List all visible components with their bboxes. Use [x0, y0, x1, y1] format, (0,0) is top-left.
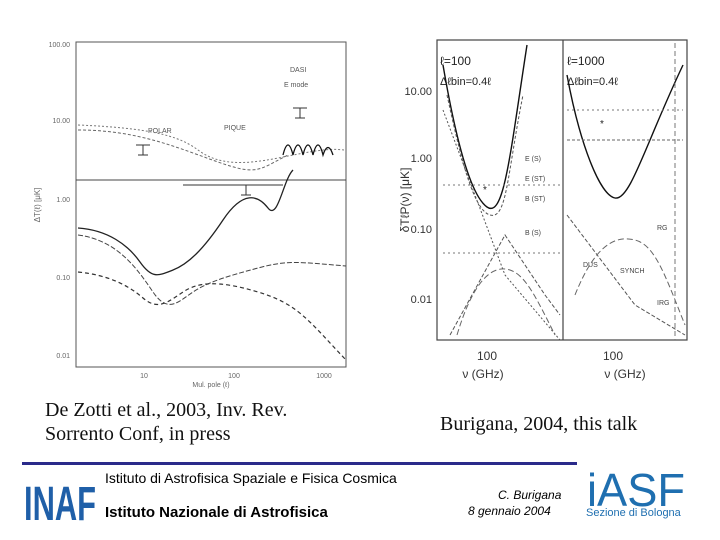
right-xlabel: ν (GHz) — [604, 367, 645, 381]
panel-a-curve — [456, 268, 556, 336]
right-xtick: 100 — [477, 349, 497, 363]
left-ytick: 1.00 — [56, 197, 70, 204]
right-figure: 10.00 1.00 0.10 0.01 δTℓP(ν) [μK] ℓ=100 … — [395, 35, 695, 395]
iasf-section: Sezione di Bologna — [586, 507, 681, 519]
curve-label: SYNCH — [620, 268, 645, 275]
right-plot-svg: 10.00 1.00 0.10 0.01 δTℓP(ν) [μK] ℓ=100 … — [398, 39, 688, 381]
iasf-logo-svg: iASF — [587, 464, 685, 516]
author-name: C. Burigana — [498, 488, 562, 502]
right-xlabel: ν (GHz) — [462, 367, 503, 381]
left-marker — [183, 184, 283, 196]
curve-label: E (S) — [525, 156, 541, 163]
left-ylabel: ΔT(ℓ) [μK] — [33, 188, 42, 223]
left-curve — [77, 234, 347, 305]
panel-a-marker: * — [483, 185, 487, 196]
curve-label: RG — [657, 225, 668, 232]
right-ytick: 0.01 — [411, 294, 432, 306]
footer-rule — [22, 462, 577, 465]
left-curve — [77, 169, 294, 276]
panel-a-curve — [449, 234, 561, 336]
left-plot-svg: 100.00 10.00 1.00 0.10 0.01 10 100 1000 … — [33, 41, 347, 389]
panel-a-curve — [442, 44, 528, 210]
curve-label: DUS — [583, 262, 598, 269]
left-annotation: DASI — [290, 67, 306, 74]
panel-a-title: ℓ=100 — [440, 54, 471, 68]
left-marker — [293, 107, 307, 119]
inaf-logo: INAF — [22, 468, 98, 531]
left-annotation: POLAR — [148, 128, 172, 135]
panel-a-curve — [446, 94, 524, 216]
panel-b-curve — [566, 214, 686, 336]
left-xtick: 1000 — [316, 373, 332, 380]
panel-b-sub: Δℓbin=0.4ℓ — [567, 76, 618, 88]
left-ytick: 100.00 — [49, 42, 71, 49]
right-ylabel: δTℓP(ν) [μK] — [398, 168, 412, 233]
right-ytick: 1.00 — [411, 153, 432, 165]
curve-label: IRG — [657, 300, 669, 307]
curve-label: B (ST) — [525, 196, 545, 203]
left-annotation: E mode — [284, 82, 308, 89]
panel-b-curve — [566, 64, 684, 199]
iasf-logo-text: iASF — [587, 464, 685, 512]
left-annotation: PIQUE — [224, 125, 246, 132]
panel-b-marker: * — [600, 119, 604, 130]
right-ytick: 0.10 — [411, 224, 432, 236]
caption-left: De Zotti et al., 2003, Inv. Rev. Sorrent… — [45, 399, 288, 445]
curve-label: E (ST) — [525, 176, 545, 183]
panel-b-title: ℓ=1000 — [567, 54, 605, 68]
inaf-logo-svg: INAF — [24, 478, 96, 531]
left-curve — [282, 144, 334, 158]
left-ytick: 0.10 — [56, 275, 70, 282]
right-plot-frame — [436, 39, 688, 341]
left-curve — [77, 129, 289, 171]
right-ytick: 10.00 — [404, 86, 432, 98]
left-figure: 100.00 10.00 1.00 0.10 0.01 10 100 1000 … — [28, 30, 358, 390]
institute-line-2: Istituto Nazionale di Astrofisica — [105, 504, 328, 521]
left-xtick: 100 — [228, 373, 240, 380]
institute-line-1: Istituto di Astrofisica Spaziale e Fisic… — [105, 470, 397, 486]
left-ytick: 10.00 — [52, 118, 70, 125]
left-plot-frame — [75, 41, 347, 368]
left-xtick: 10 — [140, 373, 148, 380]
left-curve — [77, 124, 345, 164]
right-xtick: 100 — [603, 349, 623, 363]
inaf-logo-text: INAF — [24, 478, 96, 528]
iasf-logo: iASF — [585, 458, 687, 518]
left-ytick: 0.01 — [56, 353, 70, 360]
caption-right: Burigana, 2004, this talk — [440, 413, 638, 435]
left-marker — [136, 144, 150, 156]
panel-a-sub: Δℓbin=0.4ℓ — [440, 76, 491, 88]
curve-label: B (S) — [525, 230, 541, 237]
talk-date: 8 gennaio 2004 — [468, 504, 551, 518]
panel-b-curve — [574, 238, 686, 326]
panel-a-curve — [442, 109, 561, 341]
left-xlabel: Mul. pole (ℓ) — [192, 382, 229, 389]
left-curve — [77, 271, 347, 361]
